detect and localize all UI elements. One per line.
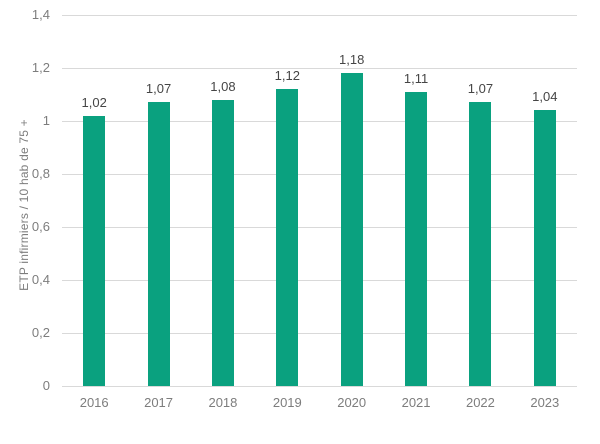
gridline [62, 279, 577, 281]
bar-2023 [533, 110, 556, 386]
x-tick-label: 2020 [337, 395, 367, 410]
y-tick-label: 0,2 [31, 325, 50, 340]
bar-2020 [340, 73, 363, 386]
gridline [62, 226, 577, 228]
value-label: 1,02 [81, 94, 107, 110]
bar-2018 [211, 99, 234, 386]
value-label: 1,18 [339, 52, 365, 68]
y-tick-label: 0 [42, 378, 50, 393]
y-tick-label: 0,8 [31, 166, 50, 181]
x-tick-label: 2018 [208, 395, 238, 410]
y-tick-label: 0,6 [31, 219, 50, 234]
gridline [62, 173, 577, 175]
bar-2021 [405, 91, 428, 386]
gridline [62, 385, 577, 387]
gridline [62, 332, 577, 334]
x-tick-label: 2023 [530, 395, 560, 410]
x-tick-label: 2019 [272, 395, 302, 410]
value-label: 1,12 [274, 68, 300, 84]
bar-2019 [276, 89, 299, 386]
value-label: 1,04 [532, 89, 558, 105]
x-tick-label: 2022 [465, 395, 495, 410]
y-tick-label: 1,2 [31, 60, 50, 75]
x-tick-label: 2021 [401, 395, 431, 410]
gridline [62, 14, 577, 16]
value-label: 1,11 [403, 70, 429, 86]
gridline [62, 120, 577, 122]
x-tick-label: 2017 [144, 395, 174, 410]
bar-2017 [147, 102, 170, 386]
y-axis-title: ETP infirmiers / 10 hab de 75 + [17, 119, 31, 291]
value-label: 1,07 [467, 81, 494, 97]
gridline [62, 67, 577, 69]
bar-2016 [83, 115, 106, 386]
x-tick-label: 2016 [79, 395, 109, 410]
y-tick-label: 1 [42, 113, 50, 128]
bar-2022 [469, 102, 492, 386]
value-label: 1,07 [145, 81, 172, 97]
y-tick-label: 0,4 [31, 272, 50, 287]
value-label: 1,08 [210, 78, 236, 94]
y-tick-label: 1,4 [31, 7, 50, 22]
